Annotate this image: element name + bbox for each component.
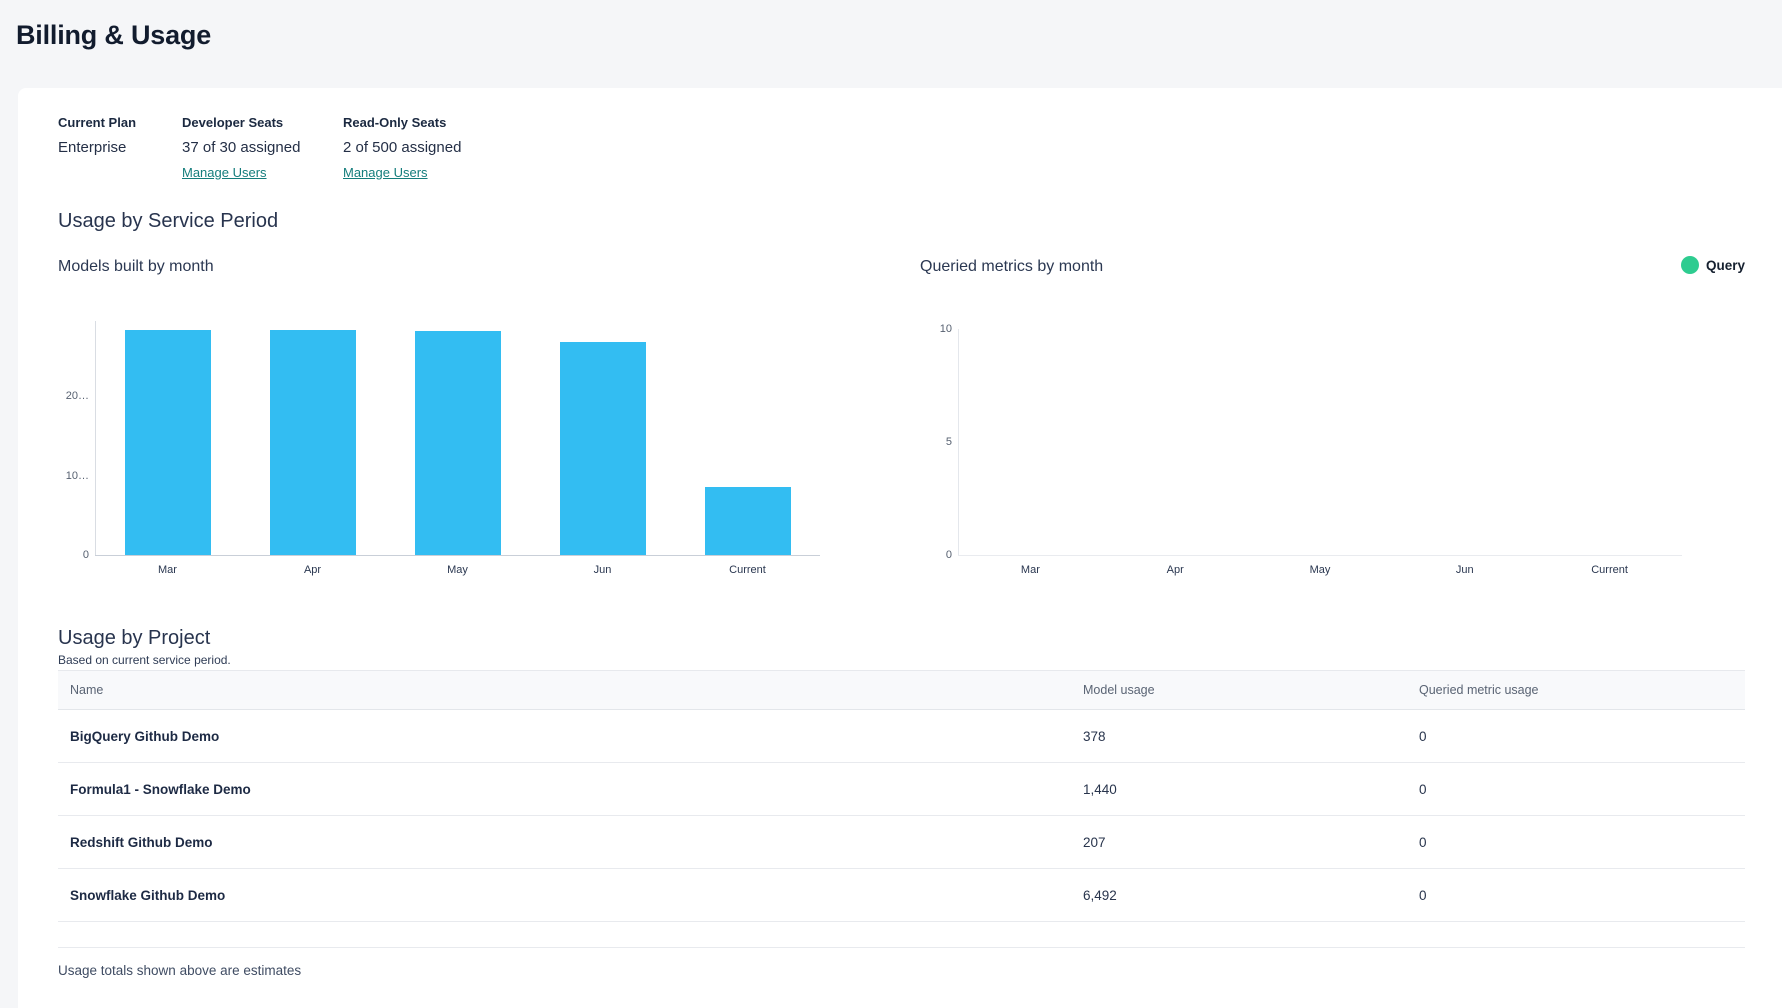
y-axis-line xyxy=(95,321,96,555)
column-header-queried-metric-usage: Queried metric usage xyxy=(1419,683,1539,697)
x-axis-tick-label: May xyxy=(1309,564,1331,576)
usage-by-project-title: Usage by Project xyxy=(58,627,211,649)
queried-metrics-chart: Queried metrics by month 0 5 10 Mar Apr May Ju… xyxy=(920,258,1745,603)
plan-summary: Current Plan Enterprise Developer Seats … xyxy=(58,115,1745,182)
chart-legend: Query xyxy=(1680,256,1745,274)
y-axis-tick-label: 0 xyxy=(945,549,952,561)
queried-metric-usage-cell: 0 xyxy=(1419,834,1427,850)
current-plan-block: Current Plan Enterprise xyxy=(58,115,182,182)
column-header-model-usage: Model usage xyxy=(1083,683,1155,697)
legend-query-label: Query xyxy=(1705,257,1745,273)
table-row: BigQuery Github Demo 378 0 xyxy=(58,710,1745,763)
developer-seats-label: Developer Seats xyxy=(182,115,284,130)
current-plan-value: Enterprise xyxy=(58,139,127,156)
readonly-seats-label: Read-Only Seats xyxy=(343,115,447,130)
queried-metric-usage-cell: 0 xyxy=(1419,781,1427,797)
usage-by-project-subtitle: Based on current service period. xyxy=(58,653,231,667)
x-axis-line xyxy=(958,555,1682,556)
bar-current xyxy=(704,487,791,555)
x-axis-tick-label: Jun xyxy=(593,564,612,576)
usage-by-project-table: Name Model usage Queried metric usage Bi… xyxy=(58,670,1745,948)
bar-apr xyxy=(269,330,356,555)
table-row: Formula1 - Snowflake Demo 1,440 0 xyxy=(58,763,1745,816)
x-axis-tick-label: Jun xyxy=(1455,564,1474,576)
readonly-seats-block: Read-Only Seats 2 of 500 assigned Manage… xyxy=(343,115,461,182)
table-empty-row xyxy=(58,922,1745,948)
y-axis-tick-label: 10 xyxy=(939,323,952,335)
charts-area: Models built by month 0 10… 20… Mar Apr May Ju… xyxy=(58,256,1745,603)
x-axis-tick-label: Mar xyxy=(1020,564,1040,576)
model-usage-cell: 207 xyxy=(1083,834,1106,850)
column-header-name: Name xyxy=(70,683,104,697)
x-axis-tick-label: May xyxy=(447,564,468,576)
table-body: BigQuery Github Demo 378 0 Formula1 - Snowf… xyxy=(58,710,1745,922)
table-header-row: Name Model usage Queried metric usage xyxy=(58,670,1745,710)
usage-estimates-footnote: Usage totals shown above are estimates xyxy=(58,963,302,978)
x-axis-tick-label: Current xyxy=(1591,564,1628,576)
queried-metric-usage-cell: 0 xyxy=(1419,728,1427,744)
readonly-manage-users-link[interactable]: Manage Users xyxy=(343,165,428,180)
model-usage-cell: 378 xyxy=(1083,728,1106,744)
bar-mar xyxy=(124,329,211,555)
readonly-seats-value: 2 of 500 assigned xyxy=(343,139,462,156)
project-name-cell: Redshift Github Demo xyxy=(70,834,213,850)
page-title: Billing & Usage xyxy=(16,20,212,50)
page-header: Billing & Usage xyxy=(0,0,1782,88)
bar-jun xyxy=(559,341,646,555)
project-name-cell: BigQuery Github Demo xyxy=(70,728,220,744)
project-name-cell: Snowflake Github Demo xyxy=(70,887,226,903)
models-built-chart: Models built by month 0 10… 20… Mar Apr May Ju… xyxy=(58,258,918,603)
queried-metrics-chart-title: Queried metrics by month xyxy=(920,258,1104,275)
y-axis-line xyxy=(958,329,959,555)
y-axis-tick-label: 5 xyxy=(945,436,952,448)
y-axis-tick-label: 0 xyxy=(82,549,89,561)
x-axis-tick-label: Apr xyxy=(303,564,322,576)
bar-may xyxy=(414,330,501,555)
model-usage-cell: 6,492 xyxy=(1083,887,1117,903)
developer-seats-value: 37 of 30 assigned xyxy=(182,139,301,156)
y-axis-tick-label: 20… xyxy=(65,390,89,403)
models-built-chart-title: Models built by month xyxy=(58,258,214,275)
project-name-cell: Formula1 - Snowflake Demo xyxy=(70,781,251,797)
x-axis-tick-label: Mar xyxy=(158,564,177,576)
legend-query-dot-icon xyxy=(1680,256,1699,274)
usage-by-service-period-title: Usage by Service Period xyxy=(58,210,279,232)
developer-manage-users-link[interactable]: Manage Users xyxy=(182,165,267,180)
model-usage-cell: 1,440 xyxy=(1083,781,1117,797)
x-axis-line xyxy=(95,555,820,556)
current-plan-label: Current Plan xyxy=(58,115,137,130)
billing-card: Current Plan Enterprise Developer Seats … xyxy=(18,88,1782,1008)
x-axis-tick-label: Current xyxy=(729,564,766,576)
y-axis-tick-label: 10… xyxy=(65,469,89,482)
table-row: Snowflake Github Demo 6,492 0 xyxy=(58,869,1745,922)
x-axis-tick-label: Apr xyxy=(1166,564,1184,576)
developer-seats-block: Developer Seats 37 of 30 assigned Manage… xyxy=(182,115,343,182)
table-row: Redshift Github Demo 207 0 xyxy=(58,816,1745,869)
queried-metric-usage-cell: 0 xyxy=(1419,887,1427,903)
